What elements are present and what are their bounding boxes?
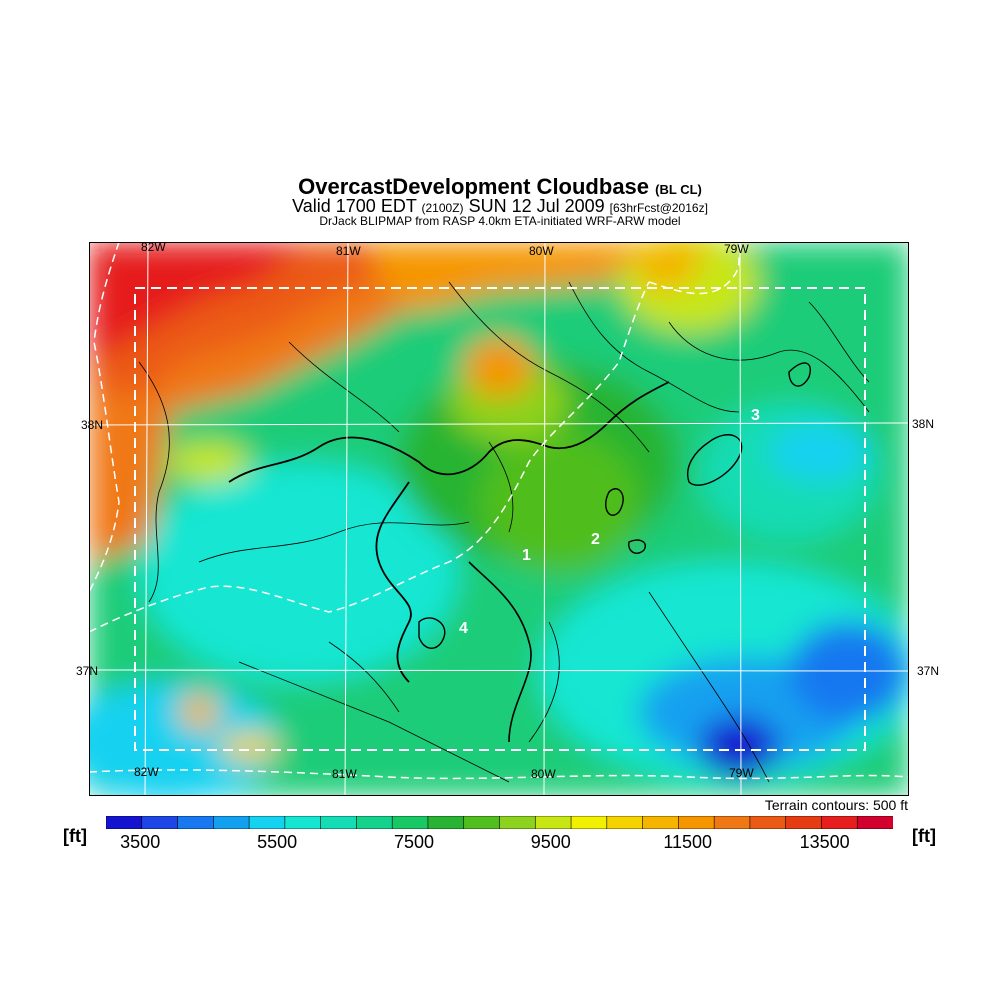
terrain-contour-note: Terrain contours: 500 ft (764, 797, 908, 813)
valid-utc: (2100Z) (421, 201, 464, 215)
color-scale-tick-label: 5500 (257, 832, 298, 852)
cloudbase-map: 1 2 3 4 (89, 242, 909, 796)
lon-label-80w-bottom: 80W (531, 767, 556, 781)
color-scale-swatch (749, 816, 787, 829)
lon-label-81w-bottom: 81W (332, 767, 357, 781)
title-text: OvercastDevelopment Cloudbase (298, 174, 650, 199)
lon-label-81w-top: 81W (336, 244, 361, 258)
color-scale-swatch (856, 816, 893, 829)
legend-unit-right: [ft] (912, 826, 936, 846)
site-marker-4: 4 (459, 620, 468, 637)
color-scale-tick-label: 3500 (120, 832, 161, 852)
color-scale-swatch (534, 816, 572, 829)
color-scale-swatch (284, 816, 322, 829)
lon-label-82w-top: 82W (141, 240, 166, 254)
lon-label-79w-bottom: 79W (729, 766, 754, 780)
color-scale-swatch (821, 816, 859, 829)
lat-label-38n-right: 38N (912, 417, 935, 431)
color-scale-swatch (177, 816, 215, 829)
color-scale-tick-label: 9500 (530, 832, 571, 852)
color-scale-swatch (785, 816, 823, 829)
lat-label-38n-left: 38N (81, 418, 104, 432)
color-scale-bar (106, 816, 893, 829)
color-scale-tick-label: 11500 (663, 832, 713, 852)
terrain-contours (138, 281, 870, 783)
forecast-tag: [63hrFcst@2016z] (609, 201, 708, 215)
color-scale-swatch (713, 816, 751, 829)
site-marker-3: 3 (751, 407, 760, 424)
color-scale-tick-label: 7500 (393, 832, 435, 852)
color-scale-swatch (642, 816, 680, 829)
color-scale-swatch (499, 816, 537, 829)
state-boundaries (89, 242, 909, 780)
legend-unit-left: [ft] (63, 826, 87, 846)
color-scale-swatch (570, 816, 608, 829)
color-scale-swatch (463, 816, 501, 829)
lon-label-79w-top: 79W (724, 242, 749, 256)
site-marker-1: 1 (522, 547, 531, 564)
domain-boundary (134, 287, 866, 751)
model-credit: DrJack BLIPMAP from RASP 4.0km ETA-initi… (319, 214, 681, 228)
site-marker-2: 2 (591, 531, 600, 548)
title-suffix: (BL CL) (655, 182, 702, 197)
color-scale-swatch (248, 816, 286, 829)
color-scale-tick-label: 13500 (799, 832, 850, 852)
map-frame (89, 242, 909, 796)
color-scale-swatch (678, 816, 715, 829)
lon-label-82w-bottom: 82W (134, 765, 159, 779)
color-scale-swatch (320, 816, 358, 829)
valid-date: SUN 12 Jul 2009 (468, 196, 605, 216)
color-scale-swatch (106, 816, 143, 829)
color-scale-swatch (356, 816, 393, 829)
color-scale-swatch (427, 816, 465, 829)
valid-time: Valid 1700 EDT (292, 196, 417, 216)
color-scale-swatch (606, 816, 644, 829)
lat-lon-grid (89, 242, 909, 796)
valid-time-line: Valid 1700 EDT (2100Z) SUN 12 Jul 2009 [… (0, 196, 1000, 218)
lat-label-37n-right: 37N (917, 664, 940, 678)
site-markers: 1 2 3 4 (459, 407, 760, 637)
color-scale-swatch (213, 816, 250, 829)
map-title: OvercastDevelopment Cloudbase (BL CL) (0, 174, 1000, 203)
color-scale-swatch (391, 816, 429, 829)
cloudbase-field (89, 242, 909, 796)
lon-label-80w-top: 80W (529, 244, 554, 258)
color-scale-swatch (141, 816, 179, 829)
lat-label-37n-left: 37N (76, 664, 99, 678)
